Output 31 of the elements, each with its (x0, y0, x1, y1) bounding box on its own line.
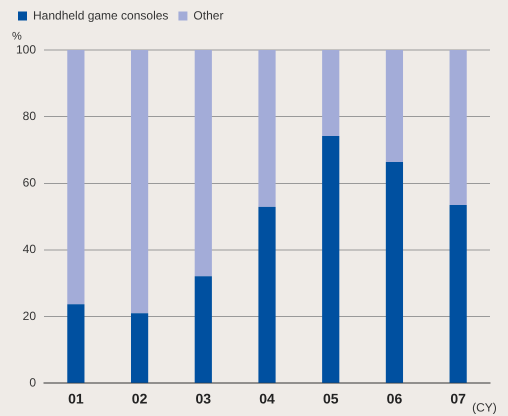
x-tick-label: 05 (322, 390, 339, 406)
y-tick-label: 80 (22, 108, 36, 123)
y-tick-label: 20 (22, 308, 36, 323)
x-tick-label: 02 (132, 390, 148, 406)
bar (194, 50, 212, 276)
bar (258, 50, 276, 207)
x-axis-title: (CY) (472, 400, 497, 414)
y-axis-title: % (12, 30, 22, 43)
bar (258, 206, 276, 383)
bar (322, 50, 340, 136)
bar (386, 162, 404, 383)
y-tick-label: 40 (22, 242, 36, 256)
bar (194, 276, 212, 383)
bar (130, 313, 148, 383)
x-tick-label: 06 (386, 390, 402, 406)
y-tick-label: 60 (22, 176, 36, 190)
legend-label: Handheld game consoles (33, 8, 168, 22)
y-tick-label: 0 (29, 376, 36, 390)
x-tick-label: 03 (196, 390, 212, 406)
bar (67, 304, 84, 383)
x-tick-label: 01 (68, 390, 84, 406)
x-tick-label: 04 (259, 390, 276, 406)
legend-label: Other (193, 8, 224, 22)
y-tick-label: 100 (16, 42, 36, 56)
bar (450, 204, 467, 383)
bar (67, 50, 84, 304)
bar (322, 136, 340, 383)
bar (130, 50, 148, 314)
bar (450, 50, 467, 205)
bar (386, 50, 404, 162)
x-tick-label: 07 (450, 390, 466, 406)
